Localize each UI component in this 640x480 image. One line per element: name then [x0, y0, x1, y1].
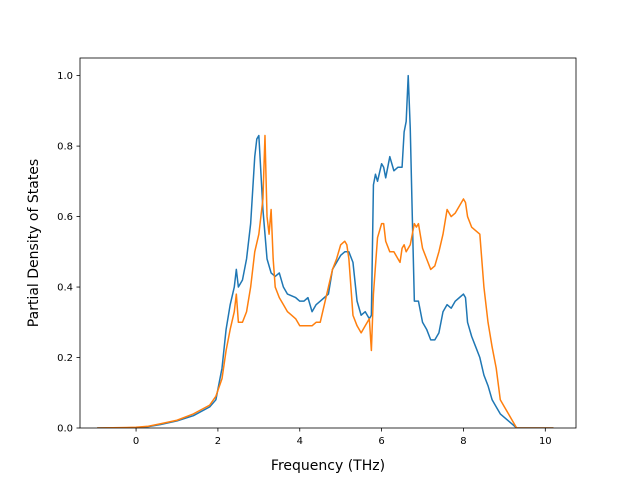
x-tick-label: 2 — [215, 436, 221, 447]
y-tick-label: 0.4 — [57, 283, 73, 294]
x-tick-label: 6 — [378, 436, 384, 447]
plot-area — [80, 58, 576, 428]
y-tick-label: 0.6 — [57, 212, 73, 223]
x-tick-label: 10 — [539, 436, 552, 447]
axes-frame — [79, 57, 577, 429]
x-tick-label: 4 — [297, 436, 303, 447]
series-layer — [97, 74, 554, 428]
series-line-2 — [97, 134, 554, 428]
y-tick-label: 0.8 — [57, 142, 73, 153]
x-tick-label: 8 — [460, 436, 466, 447]
y-tick-label: 1.0 — [57, 71, 73, 82]
y-axis-ticks: 0.0 0.2 0.4 0.6 0.8 1.0 — [57, 71, 80, 435]
y-axis-label: Partial Density of States — [26, 159, 42, 327]
y-tick-label: 0.2 — [57, 353, 73, 364]
x-axis-ticks: 0 2 4 6 8 10 — [133, 428, 552, 447]
series-line-1 — [97, 74, 554, 428]
y-tick-label: 0.0 — [57, 424, 73, 435]
x-tick-label: 0 — [133, 436, 139, 447]
x-axis-label: Frequency (THz) — [271, 458, 385, 474]
